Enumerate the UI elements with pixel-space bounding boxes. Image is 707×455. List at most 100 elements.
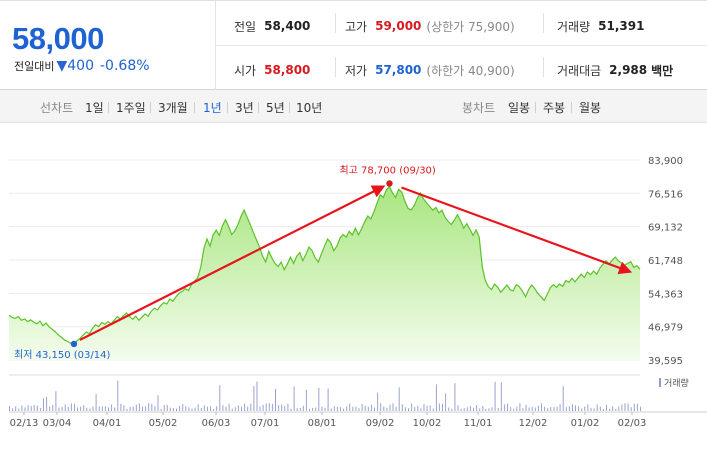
volume-bar — [377, 392, 379, 411]
volume-bar — [624, 403, 626, 411]
volume-bar — [395, 406, 397, 411]
volume-bar — [126, 408, 128, 411]
volume-bar — [466, 407, 468, 411]
volume-bar — [507, 403, 508, 411]
volume-bar — [225, 406, 227, 411]
x-tick-label: 08/01 — [308, 418, 337, 429]
volume: 거래량 51,391 — [557, 4, 644, 48]
volume-bar — [213, 408, 215, 411]
volume-bar — [324, 407, 326, 411]
tab-1year[interactable]: 1년 — [203, 101, 222, 115]
volume-bar — [513, 408, 515, 411]
volume-bar — [305, 389, 307, 411]
price-chart[interactable]: 83,900 76,516 69,132 61,748 54,363 46,979 39,5… — [0, 123, 707, 451]
volume-bar — [281, 404, 283, 411]
volume-bar — [609, 408, 611, 411]
volume-bar — [64, 404, 66, 411]
y-tick-label: 39,595 — [648, 356, 683, 367]
volume-bar — [565, 406, 567, 411]
volume-bar — [86, 407, 88, 411]
tab-daily-candle[interactable]: 일봉 — [508, 101, 531, 115]
x-tick-label: 10/02 — [413, 418, 442, 429]
volume-bar — [327, 388, 329, 411]
volume-bar — [55, 391, 57, 411]
volume-bar — [108, 407, 109, 411]
tab-1week[interactable]: 1주일 — [116, 101, 146, 115]
volume-bar — [596, 404, 598, 411]
volume-legend-icon — [659, 378, 661, 387]
tab-3year[interactable]: 3년 — [235, 101, 254, 115]
volume-bar — [299, 408, 301, 411]
chart-range-tabs: 선차트 1일 1주일 3개월 1년 3년 5년 10년 봉차트 일봉 주봉 월봉 — [0, 90, 707, 123]
prev-close: 전일 58,400 — [234, 4, 310, 48]
volume-bar — [21, 405, 23, 411]
volume-bar — [476, 405, 478, 411]
y-tick-label: 69,132 — [648, 223, 683, 234]
volume-bar — [135, 404, 137, 411]
volume-bar — [636, 403, 638, 411]
volume-value: 51,391 — [598, 19, 645, 33]
max-dot — [386, 180, 393, 187]
volume-bar — [104, 406, 106, 411]
volume-bar — [197, 404, 199, 411]
low-label: 저가 — [345, 63, 368, 78]
tab-3month[interactable]: 3개월 — [158, 101, 188, 115]
volume-bar — [528, 407, 530, 411]
tab-5year[interactable]: 5년 — [266, 101, 285, 115]
volume-bar — [389, 404, 391, 411]
volume-bar — [525, 404, 527, 411]
change-amount: 400 — [67, 58, 94, 74]
volume-bar — [541, 403, 542, 411]
volume-bar — [58, 407, 60, 411]
volume-bar — [340, 407, 341, 411]
tab-1day[interactable]: 1일 — [85, 101, 104, 115]
volume-bar — [370, 404, 372, 411]
trade-value-amount: 2,988 — [609, 63, 648, 77]
volume-bar — [562, 386, 564, 411]
x-tick-label: 02/13 — [10, 418, 39, 429]
volume-bar — [510, 407, 512, 411]
volume-bar — [36, 405, 38, 411]
volume-bar — [30, 406, 32, 411]
volume-bar — [169, 407, 171, 411]
volume-bar — [148, 403, 150, 411]
volume-bar — [154, 406, 156, 411]
volume-bar — [228, 403, 230, 411]
tab-monthly-candle[interactable]: 월봉 — [579, 101, 602, 115]
volume-bar — [355, 406, 357, 411]
trade-value-label: 거래대금 — [557, 63, 602, 78]
volume-bar — [364, 405, 366, 411]
volume-bar — [172, 408, 174, 411]
price-change: 전일대비 ▼400 -0.68% — [14, 58, 150, 74]
tab-weekly-candle[interactable]: 주봉 — [543, 101, 566, 115]
volume-bar — [290, 408, 292, 411]
volume-bar — [479, 408, 481, 411]
volume-bar — [123, 405, 125, 411]
volume-bar — [176, 408, 177, 411]
volume-bar — [346, 406, 348, 411]
x-tick-label: 06/03 — [202, 418, 231, 429]
volume-bar — [12, 408, 14, 411]
volume-bar — [49, 406, 51, 411]
volume-bar — [278, 405, 280, 411]
volume-bar — [556, 406, 558, 411]
trend-arrow-up — [79, 185, 386, 341]
volume-bar — [426, 405, 428, 411]
volume-bar — [265, 403, 267, 411]
volume-bar — [460, 408, 462, 411]
volume-bar — [222, 405, 224, 411]
volume-bar — [247, 406, 249, 411]
volume-bar — [358, 408, 360, 411]
volume-bar — [207, 406, 208, 411]
volume-bar — [559, 404, 561, 411]
trade-value: 거래대금 2,988 백만 — [557, 48, 673, 92]
lower-limit: (하한가 40,900) — [426, 63, 515, 78]
tab-10year[interactable]: 10년 — [296, 101, 323, 115]
volume-bar — [287, 403, 289, 411]
volume-bar — [380, 403, 382, 411]
volume-bar — [39, 407, 41, 411]
x-tick-label: 09/02 — [366, 418, 395, 429]
volume-bar — [463, 408, 465, 411]
volume-bar — [612, 406, 614, 411]
volume-bar — [578, 406, 580, 411]
